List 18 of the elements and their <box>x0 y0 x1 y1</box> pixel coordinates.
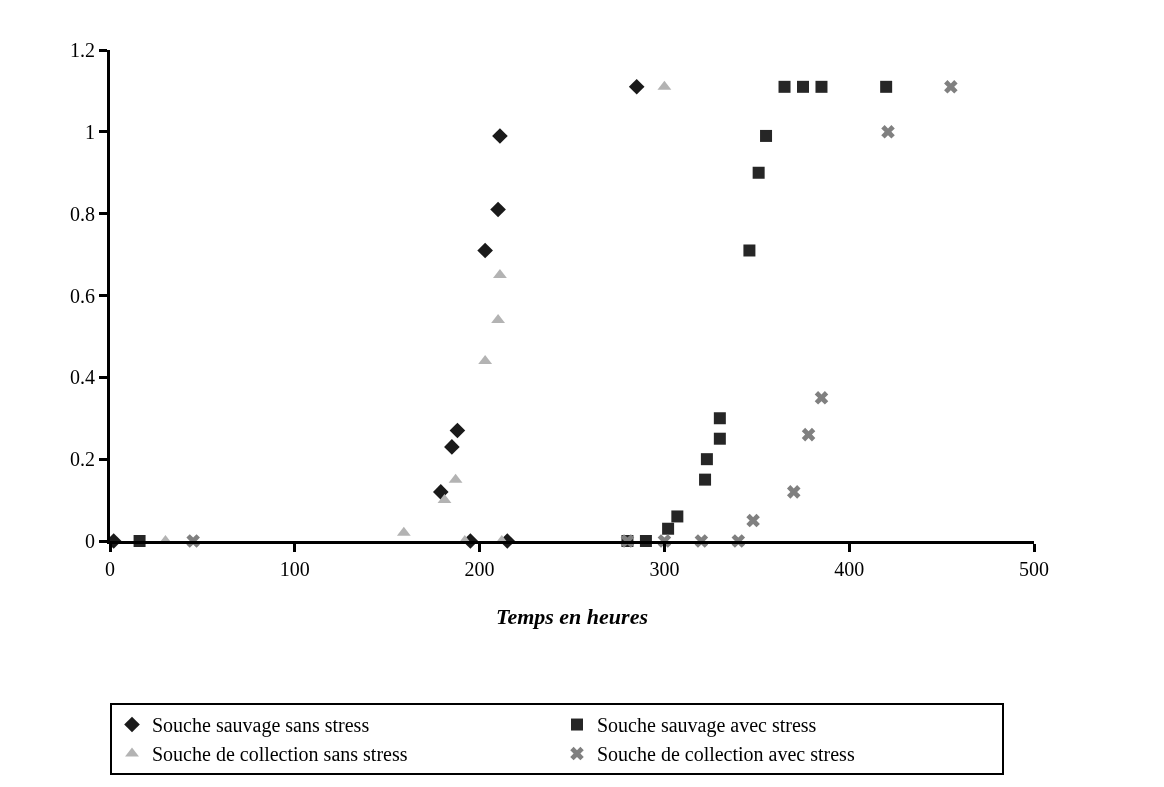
y-tick-label: 0.2 <box>70 448 95 471</box>
legend-label: Souche de collection sans stress <box>152 743 408 766</box>
y-tick-label: 0.6 <box>70 284 95 307</box>
y-tick-label: 1.2 <box>70 39 95 61</box>
x-tick-label: 200 <box>464 558 495 580</box>
legend-label: Souche de collection avec stress <box>597 743 855 766</box>
y-tick-label: 0.8 <box>70 202 95 225</box>
y-tick-label: 0.4 <box>70 366 95 389</box>
x-tick-label: 0 <box>105 558 115 580</box>
x-tick-label: 300 <box>649 558 680 580</box>
x-tick-label: 100 <box>279 558 310 580</box>
x-tick-label: 500 <box>1019 558 1049 580</box>
y-tick-label: 1 <box>85 120 95 143</box>
y-tick-label: 0 <box>85 530 95 552</box>
legend-label: Souche sauvage sans stress <box>152 714 370 738</box>
x-axis-title: Temps en heures <box>496 603 648 629</box>
x-tick-label: 400 <box>834 558 865 580</box>
legend-label: Souche sauvage avec stress <box>597 714 817 738</box>
